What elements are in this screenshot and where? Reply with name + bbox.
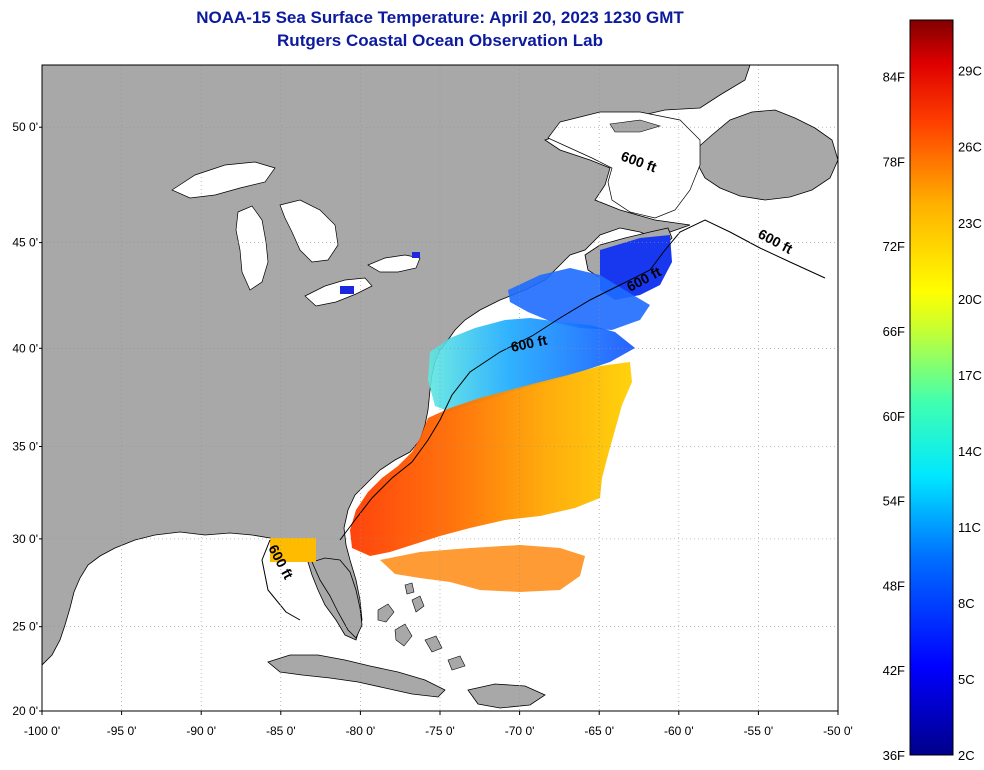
colorbar-f-label: 54F [883, 494, 905, 509]
gulf-of-st-lawrence [547, 111, 701, 219]
map-frame: 600 ft 600 ft 600 ft 600 ft 600 ft [42, 65, 838, 711]
colorbar-c-label: 8C [958, 596, 975, 611]
newfoundland-land [694, 109, 838, 201]
colorbar-c-label: 17C [958, 368, 982, 383]
sst-lake-patch [340, 286, 354, 294]
sst-gulf-stream [350, 362, 632, 556]
lon-tick-label: -65 0' [584, 724, 614, 738]
lon-tick-label: -75 0' [425, 724, 455, 738]
bahamas-islands [377, 582, 466, 671]
lat-tick-label: 45 0' [12, 236, 38, 250]
colorbar-c-label: 11C [958, 520, 981, 535]
map-subtitle: Rutgers Coastal Ocean Observation Lab [277, 31, 603, 50]
cuba-land [267, 654, 446, 698]
lon-tick-label: -70 0' [505, 724, 535, 738]
colorbar-gradient [909, 19, 954, 756]
longitude-axis: -100 0' -95 0' -90 0' -85 0' -80 0' -75 0' -70… [24, 711, 853, 738]
colorbar-c-label: 29C [958, 64, 982, 79]
lake-michigan [235, 205, 269, 291]
lake-superior [171, 161, 276, 199]
lat-tick-label: 25 0' [12, 620, 38, 634]
colorbar: 84F 78F 72F 66F 60F 54F 48F 42F 36F 29C 26C 23C 20C… [883, 19, 982, 763]
hispaniola-land [467, 683, 546, 709]
lake-huron [279, 199, 339, 263]
lon-tick-label: -100 0' [24, 724, 60, 738]
lat-tick-label: 40 0' [12, 341, 38, 355]
lake-ontario [367, 254, 421, 273]
lat-tick-label: 30 0' [12, 532, 38, 546]
lon-tick-label: -80 0' [346, 724, 376, 738]
colorbar-fahrenheit-labels: 84F 78F 72F 66F 60F 54F 48F 42F 36F [883, 70, 905, 763]
colorbar-f-label: 72F [883, 239, 905, 254]
contour-label: 600 ft [509, 332, 548, 355]
sst-cold-shelf [600, 235, 672, 300]
colorbar-c-label: 26C [958, 140, 982, 155]
colorbar-c-label: 5C [958, 672, 975, 687]
map-title: NOAA-15 Sea Surface Temperature: April 2… [196, 8, 684, 27]
map-grid [42, 65, 838, 711]
colorbar-c-label: 23C [958, 216, 982, 231]
sst-southern-patches [380, 545, 585, 592]
lon-tick-label: -95 0' [107, 724, 137, 738]
lat-tick-label: 20 0' [12, 704, 38, 718]
lake-erie [304, 277, 373, 307]
colorbar-f-label: 60F [883, 409, 905, 424]
sst-lake-patch [412, 252, 420, 258]
colorbar-c-label: 2C [958, 748, 975, 763]
colorbar-c-label: 20C [958, 292, 982, 307]
sst-gulf-of-maine [508, 268, 650, 330]
sst-mid-atlantic [428, 318, 635, 412]
lon-tick-label: -55 0' [744, 724, 774, 738]
contour-600ft [261, 219, 826, 621]
lon-tick-label: -50 0' [823, 724, 853, 738]
colorbar-f-label: 36F [883, 748, 905, 763]
colorbar-f-label: 84F [883, 70, 905, 85]
colorbar-c-label: 14C [958, 444, 982, 459]
colorbar-f-label: 42F [883, 663, 905, 678]
lat-tick-label: 35 0' [12, 439, 38, 453]
sst-data-layer [270, 235, 672, 592]
lon-tick-label: -90 0' [186, 724, 216, 738]
lon-tick-label: -85 0' [266, 724, 296, 738]
colorbar-f-label: 48F [883, 578, 905, 593]
colorbar-f-label: 78F [883, 154, 905, 169]
sst-gulf-coast-patch [270, 538, 316, 562]
anticosti-island [609, 119, 662, 133]
latitude-axis: 50 0' 45 0' 40 0' 35 0' 30 0' 25 0' 20 0' [12, 120, 42, 718]
lon-tick-label: -60 0' [664, 724, 694, 738]
colorbar-celsius-labels: 29C 26C 23C 20C 17C 14C 11C 8C 5C 2C [958, 64, 982, 763]
florida-land [311, 557, 363, 639]
lat-tick-label: 50 0' [12, 120, 38, 134]
colorbar-f-label: 66F [883, 324, 905, 339]
